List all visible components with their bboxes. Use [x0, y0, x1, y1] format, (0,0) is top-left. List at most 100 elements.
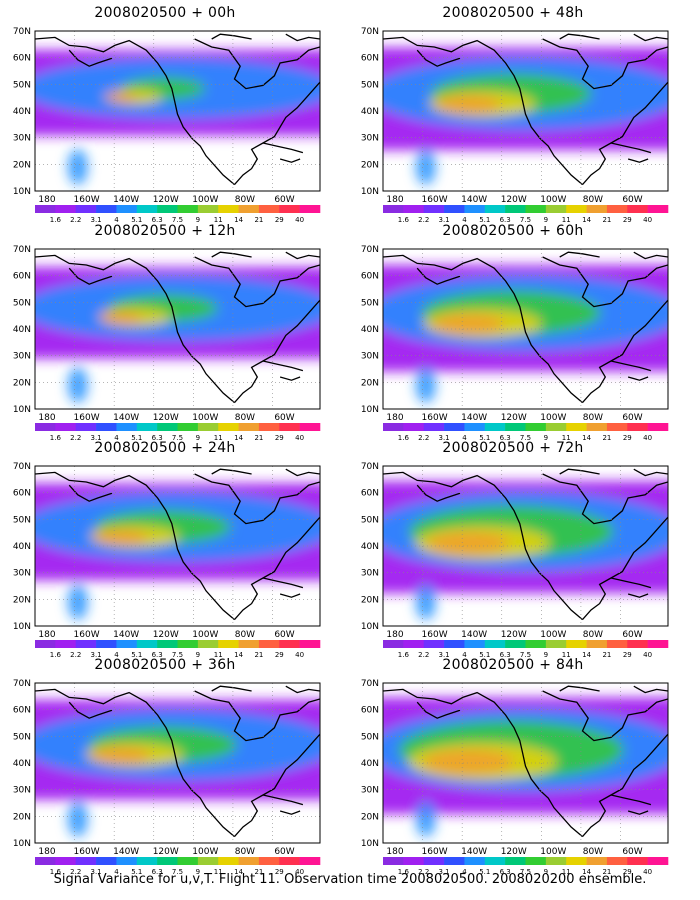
map-frame — [34, 248, 321, 410]
colorbar-swatch — [157, 423, 178, 431]
coastline — [279, 376, 301, 381]
colorbar-swatch — [136, 640, 158, 648]
colorbar-swatch — [403, 205, 425, 213]
colorbar-swatch — [525, 857, 547, 865]
coastline — [542, 256, 668, 308]
coastline — [234, 733, 320, 838]
colorbar-swatch — [177, 423, 199, 431]
latitude-label: 40N — [13, 107, 31, 117]
longitude-label: 100W — [192, 847, 218, 857]
colorbar-swatch — [566, 423, 587, 431]
colorbar-swatch — [423, 857, 445, 865]
colorbar-swatch — [35, 205, 56, 213]
colorbar-label: 11 — [214, 868, 223, 876]
colorbar-label: 14 — [582, 651, 591, 659]
variance-map: 70N 60N 50N 40N 30N 20N 10N 180 160W 140W 120W 100W… — [361, 245, 669, 442]
colorbar-swatch — [197, 205, 219, 213]
coastline — [194, 256, 320, 308]
colorbar-label: 1.6 — [50, 216, 62, 224]
longitude-label: 180 — [386, 847, 403, 857]
colorbar-label: 7.5 — [520, 216, 531, 224]
map-frame — [34, 465, 321, 627]
colorbar-swatch — [647, 857, 669, 865]
variance-field — [427, 531, 510, 554]
colorbar-swatch — [505, 640, 526, 648]
longitude-label: 180 — [38, 195, 55, 205]
colorbar-label: 9 — [544, 216, 548, 224]
colorbar-swatch — [75, 857, 97, 865]
colorbar-swatch — [258, 423, 280, 431]
colorbar-swatch — [383, 423, 404, 431]
colorbar-label: 7.5 — [172, 651, 183, 659]
coastline — [627, 810, 649, 815]
colorbar-swatch — [383, 857, 404, 865]
colorbar-label: 6.3 — [152, 868, 163, 876]
latitude-label: 30N — [361, 569, 379, 579]
colorbar-label: 29 — [275, 216, 284, 224]
colorbar-swatch — [279, 423, 300, 431]
colorbar-label: 29 — [275, 651, 284, 659]
colorbar-swatch — [279, 640, 300, 648]
longitude-label: 140W — [461, 847, 487, 857]
coastline — [383, 688, 583, 838]
coastline — [559, 468, 600, 475]
colorbar-swatch — [505, 205, 526, 213]
colorbar-label: 21 — [602, 868, 611, 876]
longitude-label: 160W — [422, 413, 448, 423]
colorbar-swatch — [586, 423, 608, 431]
variance-field — [432, 313, 505, 334]
panel-title: 2008020500 + 24h — [94, 440, 236, 456]
coastline — [610, 360, 652, 372]
colorbar-swatch — [505, 423, 526, 431]
latitude-label: 20N — [361, 378, 379, 388]
longitude-label: 60W — [622, 847, 642, 857]
colorbar-swatch — [136, 423, 158, 431]
colorbar-label: 11 — [214, 216, 223, 224]
map-panel: 2008020500 + 12h 70N 60N 50N 40N 30N 20N 10N 180… — [0, 223, 330, 442]
latitude-label: 10N — [361, 405, 379, 415]
latitude-label: 20N — [13, 160, 31, 170]
colorbar-swatch — [505, 857, 526, 865]
colorbar-label: 9 — [544, 868, 548, 876]
colorbar-swatch — [566, 857, 587, 865]
colorbar-swatch — [586, 640, 608, 648]
colorbar-label: 2.2 — [418, 216, 429, 224]
colorbar-label: 14 — [234, 868, 243, 876]
coastline — [68, 484, 113, 502]
colorbar-swatch — [157, 857, 178, 865]
colorbar-label: 40 — [643, 651, 652, 659]
colorbar-swatch — [566, 640, 587, 648]
colorbar-swatch — [464, 423, 486, 431]
colorbar-label: 29 — [275, 868, 284, 876]
colorbar-label: 6.3 — [500, 651, 511, 659]
latitude-label: 30N — [13, 134, 31, 144]
colorbar-label: 9 — [196, 868, 200, 876]
colorbar-swatch — [606, 423, 628, 431]
latitude-label: 60N — [361, 706, 379, 716]
coastline — [542, 690, 668, 742]
colorbar-swatch — [627, 857, 648, 865]
longitude-label: 80W — [235, 847, 255, 857]
colorbar-label: 40 — [295, 216, 304, 224]
colorbar-swatch — [566, 205, 587, 213]
coastline — [35, 688, 235, 838]
colorbar-swatch — [75, 423, 97, 431]
longitude-label: 120W — [153, 847, 179, 857]
coastline — [383, 254, 583, 404]
colorbar-label: 40 — [295, 868, 304, 876]
panel-title: 2008020500 + 60h — [442, 223, 584, 239]
colorbar-label: 1.6 — [398, 216, 410, 224]
colorbar-swatch — [55, 423, 77, 431]
latitude-label: 40N — [361, 759, 379, 769]
colorbar-swatch — [177, 857, 199, 865]
coastline — [542, 473, 668, 525]
colorbar-swatch — [75, 205, 97, 213]
colorbar-label: 4 — [462, 651, 467, 659]
longitude-label: 180 — [386, 413, 403, 423]
map-panel: 2008020500 + 72h 70N 60N 50N 40N 30N 20N 10N 180… — [348, 440, 678, 659]
coastline — [627, 593, 649, 598]
longitude-label: 180 — [386, 195, 403, 205]
variance-field — [103, 91, 138, 103]
colorbar-label: 7.5 — [172, 868, 183, 876]
colorbar-label: 6.3 — [152, 216, 163, 224]
